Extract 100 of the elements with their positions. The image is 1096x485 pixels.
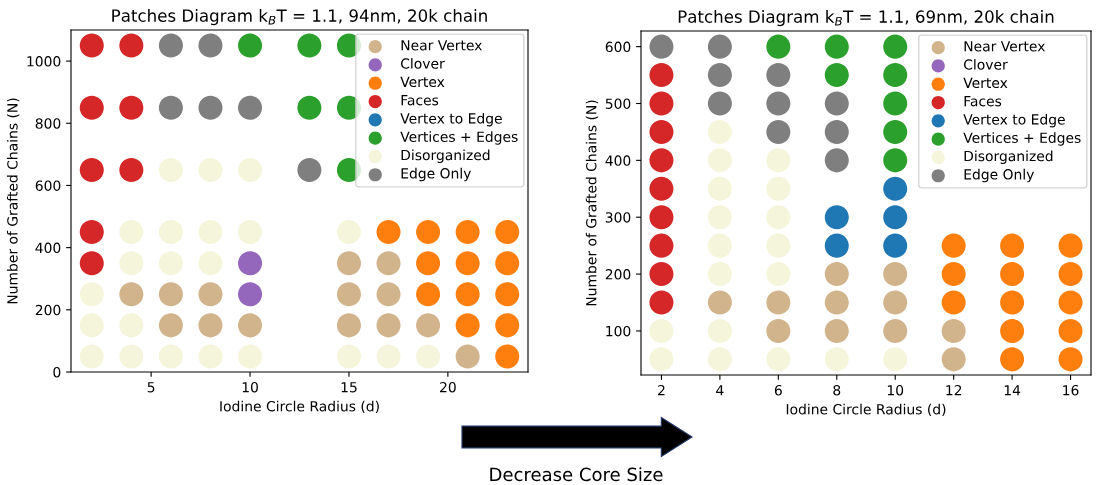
point (824, 91, 849, 116)
chart-title: Patches Diagram k$_{B}$T = 1.1, 69nm, 20k chain (678, 10, 1054, 27)
point (766, 148, 791, 173)
point (158, 282, 183, 307)
point (941, 318, 966, 343)
y-tick-label: 600 (605, 41, 631, 53)
point (707, 91, 732, 116)
y-tick-label: 1000 (27, 56, 61, 67)
point (883, 176, 908, 201)
point (238, 313, 263, 338)
point (198, 95, 223, 120)
point (198, 282, 223, 307)
point (824, 290, 849, 315)
point (495, 344, 520, 369)
point (119, 157, 144, 182)
point (824, 205, 849, 230)
point (119, 251, 144, 276)
point (455, 251, 480, 276)
point (649, 233, 674, 258)
point (198, 344, 223, 369)
point (649, 205, 674, 230)
x-tick-label: 14 (1004, 385, 1021, 396)
point (376, 344, 401, 369)
point (297, 33, 322, 58)
point (824, 119, 849, 144)
text: Decrease Core Size (490, 467, 663, 482)
point (416, 344, 441, 369)
legend-label: Edge Only (964, 168, 1034, 183)
point (79, 313, 104, 338)
point (883, 290, 908, 315)
x-tick-label: 15 (341, 382, 357, 393)
legend-label: Vertices + Edges (400, 131, 518, 145)
x-axis-title: Iodine Circle Radius (d) (220, 400, 379, 414)
point (649, 91, 674, 116)
point (119, 220, 144, 245)
x-tick-label: 12 (946, 384, 962, 396)
point (238, 33, 263, 58)
point (455, 282, 480, 307)
legend-label: Edge Only (401, 167, 471, 182)
point (238, 220, 263, 245)
point (119, 95, 144, 120)
point (158, 157, 183, 182)
point (649, 119, 674, 144)
point (79, 251, 104, 276)
point (158, 313, 183, 338)
legend-label: Vertex (400, 76, 445, 88)
point (707, 205, 732, 230)
point (198, 157, 223, 182)
point (495, 282, 520, 307)
point (238, 251, 263, 276)
point (376, 313, 401, 338)
point (198, 251, 223, 276)
point (119, 282, 144, 307)
point (766, 63, 791, 88)
point (649, 290, 674, 315)
point (766, 290, 791, 315)
point (1058, 290, 1083, 315)
point (883, 148, 908, 173)
point (941, 233, 966, 258)
point (766, 233, 791, 258)
point (1058, 262, 1083, 287)
point (1000, 262, 1025, 287)
point (158, 344, 183, 369)
legend-label: Vertices + Edges (963, 132, 1081, 146)
point (238, 282, 263, 307)
point (119, 344, 144, 369)
point (707, 347, 732, 372)
point (336, 251, 361, 276)
point (158, 33, 183, 58)
x-axis-title: Iodine Circle Radius (d) (786, 403, 946, 417)
legend-label: Vertex to Edge (400, 112, 502, 127)
point (707, 262, 732, 287)
legend-label: Faces (964, 96, 1002, 107)
legend-label: Near Vertex (964, 41, 1045, 52)
x-tick-label: 8 (833, 384, 841, 396)
point (707, 148, 732, 173)
legend-label: Clover (964, 59, 1008, 70)
point (766, 347, 791, 372)
point (336, 220, 361, 245)
point (416, 251, 441, 276)
point (79, 282, 104, 307)
point (79, 344, 104, 369)
point (1000, 233, 1025, 258)
point (1058, 347, 1083, 372)
point (883, 262, 908, 287)
y-tick-label: 300 (605, 212, 631, 223)
point (824, 347, 849, 372)
point (707, 119, 732, 144)
x-tick-label: 5 (147, 382, 155, 393)
point (79, 220, 104, 245)
point (766, 176, 791, 201)
point (495, 313, 520, 338)
point (824, 63, 849, 88)
point (238, 344, 263, 369)
point (824, 233, 849, 258)
point (883, 233, 908, 258)
point (495, 251, 520, 276)
point (1058, 318, 1083, 343)
point (766, 34, 791, 59)
point (649, 176, 674, 201)
